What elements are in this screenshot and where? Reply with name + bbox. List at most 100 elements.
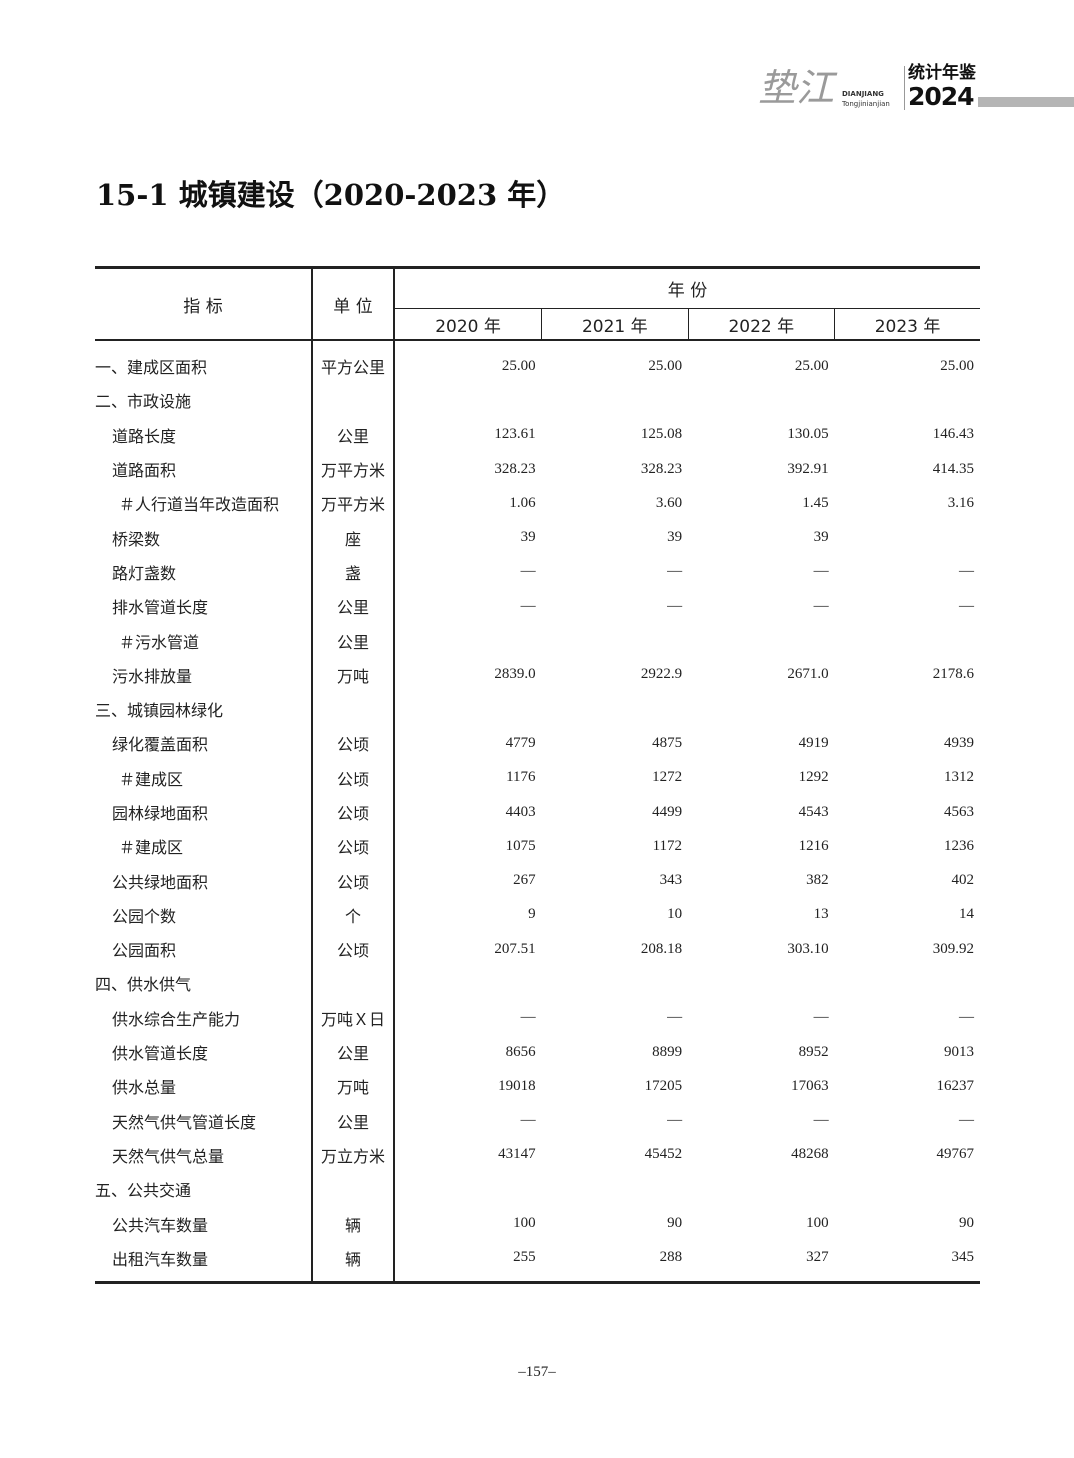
table-row: 一、建成区面积 平方公里 25.00 25.00 25.00 25.00 <box>95 340 980 384</box>
logo-pinyin: DIANJIANG <box>842 90 884 98</box>
row-unit: 万立方米 <box>312 1137 395 1173</box>
row-value: — <box>813 597 829 614</box>
row-value: 8899 <box>652 1043 683 1060</box>
row-value: 414.35 <box>932 460 974 477</box>
row-value: 14 <box>959 906 974 923</box>
row-label: 供水总量 <box>95 1069 313 1104</box>
table-row: ＃建成区 公顷 1075 1172 1216 1236 <box>95 829 980 864</box>
table-row: 污水排放量 万吨 2839.0 2922.9 2671.0 2178.6 <box>95 657 980 692</box>
row-unit: 公顷 <box>312 932 395 967</box>
header-year: 2021 年 <box>541 308 689 341</box>
table-row: 三、城镇园林绿化 <box>95 691 980 727</box>
row-value: — <box>520 597 536 614</box>
row-unit: 辆 <box>312 1206 395 1241</box>
row-unit: 辆 <box>312 1240 395 1285</box>
row-value: 309.92 <box>932 940 974 957</box>
logo-calligraphy: 垫江 <box>758 66 835 110</box>
row-value: 2671.0 <box>787 666 829 683</box>
row-value <box>394 1172 542 1206</box>
row-value: 328.23 <box>640 460 683 477</box>
row-label: 二、市政设施 <box>95 383 313 418</box>
row-value: 345 <box>834 1240 980 1285</box>
row-value: 1292 <box>798 769 829 786</box>
row-value: 19018 <box>498 1077 536 1094</box>
row-unit: 平方公里 <box>312 340 395 384</box>
row-label: 园林绿地面积 <box>95 794 313 830</box>
table-row: ＃人行道当年改造面积 万平方米 1.06 3.60 1.45 3.16 <box>95 486 980 521</box>
row-value: 4919 <box>798 734 829 751</box>
row-value: 90 <box>959 1215 974 1232</box>
row-label: 天然气供气管道长度 <box>95 1103 313 1138</box>
header-indicator: 指 标 <box>95 266 313 341</box>
row-value <box>835 383 980 417</box>
row-value: — <box>959 1112 974 1129</box>
row-label: 公共汽车数量 <box>95 1206 313 1241</box>
row-label: 道路面积 <box>95 451 313 487</box>
table-row: 路灯盏数盏 — — — — <box>95 554 980 590</box>
yearbook-logo: 垫江 DIANJIANG Tongjinianjian 统计年鉴 2024 <box>758 62 978 116</box>
row-value: 382 <box>806 872 829 889</box>
row-value: 4875 <box>652 734 683 751</box>
row-label: 排水管道长度 <box>95 589 313 624</box>
row-value: 3.16 <box>947 494 974 511</box>
table-row: 供水总量 万吨 19018 17205 17063 16237 <box>95 1069 980 1104</box>
row-value: 123.61 <box>494 426 536 443</box>
row-value: 343 <box>659 872 683 889</box>
row-unit <box>312 383 395 418</box>
row-value: 1.06 <box>509 494 536 511</box>
row-unit: 万吨 <box>312 657 395 692</box>
row-value: 25.00 <box>501 357 536 374</box>
row-value: 43147 <box>498 1146 536 1163</box>
row-value: 327 <box>688 1240 835 1285</box>
row-value: 39 <box>813 529 829 546</box>
row-unit <box>312 966 395 1001</box>
row-value: 4779 <box>505 734 536 751</box>
row-value: — <box>667 563 683 580</box>
row-unit: 公顷 <box>312 760 395 795</box>
row-value: 9 <box>528 906 536 923</box>
row-value: 10 <box>667 906 683 923</box>
row-value: 25.00 <box>794 357 829 374</box>
row-value: 25.00 <box>940 357 974 374</box>
logo-pinyin-sub: Tongjinianjian <box>842 100 890 108</box>
row-value: 17205 <box>644 1077 683 1094</box>
row-value: 90 <box>667 1215 683 1232</box>
row-value: 130.05 <box>787 426 829 443</box>
row-value: 255 <box>394 1240 542 1285</box>
row-value: 1172 <box>652 837 683 854</box>
row-value: — <box>959 563 974 580</box>
table-row: 供水综合生产能力 万吨Ｘ日 — — — — <box>95 1000 980 1035</box>
row-value: 146.43 <box>932 426 974 443</box>
logo-title: 统计年鉴 <box>908 63 976 83</box>
page-title: 15-1 城镇建设（2020-2023 年） <box>96 178 566 212</box>
row-value: — <box>667 1112 683 1129</box>
row-value: 288 <box>541 1240 689 1285</box>
row-value: 9013 <box>944 1043 974 1060</box>
row-value <box>688 1172 835 1206</box>
row-value: 207.51 <box>494 940 536 957</box>
row-value <box>542 966 689 1000</box>
row-value <box>688 692 835 726</box>
row-value: 25.00 <box>648 357 683 374</box>
row-unit: 公顷 <box>312 863 395 898</box>
row-unit: 公顷 <box>312 726 395 761</box>
row-value <box>688 623 835 657</box>
logo-divider <box>904 66 905 110</box>
row-label: 路灯盏数 <box>95 554 313 590</box>
row-unit: 公顷 <box>312 829 395 864</box>
row-unit: 万平方米 <box>312 486 395 521</box>
row-value <box>835 520 980 554</box>
logo-year: 2024 <box>908 82 975 111</box>
row-value: — <box>813 1112 829 1129</box>
table-row: 公共汽车数量辆 100 90 100 90 <box>95 1206 980 1241</box>
row-value: 4543 <box>798 803 829 820</box>
row-value: 1075 <box>505 837 536 854</box>
row-value: 39 <box>520 529 536 546</box>
table-row: 二、市政设施 <box>95 383 980 418</box>
row-value: 100 <box>806 1215 829 1232</box>
header-year: 2020 年 <box>394 308 543 341</box>
row-value: 1176 <box>506 769 536 786</box>
row-label: 五、公共交通 <box>95 1172 313 1207</box>
table-row: 公共绿地面积 公顷 267 343 382 402 <box>95 863 980 898</box>
